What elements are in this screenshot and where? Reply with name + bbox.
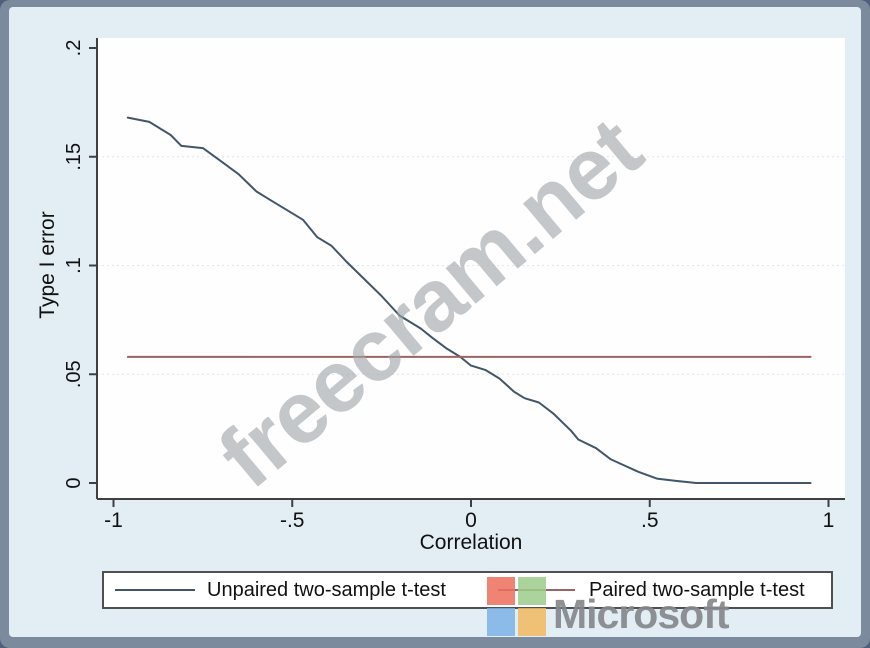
legend-label-unpaired: Unpaired two-sample t-test <box>207 578 446 601</box>
microsoft-logo-icon <box>487 577 546 636</box>
x-tick-label: -.5 <box>280 509 305 532</box>
x-axis-title: Correlation <box>419 531 523 554</box>
legend-line-unpaired-icon <box>115 589 195 591</box>
series-line-unpaired <box>126 116 812 484</box>
y-tick-label: .15 <box>63 143 85 171</box>
ms-square-yellow <box>518 608 546 636</box>
legend-entry-unpaired: Unpaired two-sample t-test <box>115 573 446 607</box>
y-tick-label: .1 <box>63 257 85 274</box>
legend-label-paired: Paired two-sample t-test <box>589 578 805 601</box>
y-axis-title: Type I error <box>36 211 59 319</box>
ms-square-red <box>487 577 515 605</box>
x-tick-label: 1 <box>823 509 835 532</box>
x-tick-label: 0 <box>465 509 477 532</box>
x-tick-label: .5 <box>641 509 659 532</box>
ms-square-green <box>518 577 546 605</box>
legend: Unpaired two-sample t-test Paired two-sa… <box>102 571 833 609</box>
plot-area <box>97 38 845 499</box>
x-tick-label: -1 <box>104 509 123 532</box>
y-tick-label: .05 <box>63 360 85 388</box>
microsoft-wordmark: Microsoft <box>553 591 729 637</box>
y-tick-label: .2 <box>63 40 85 57</box>
ms-square-blue <box>487 608 515 636</box>
microsoft-logo: Microsoft <box>487 577 729 638</box>
y-tick-label: 0 <box>63 477 85 488</box>
